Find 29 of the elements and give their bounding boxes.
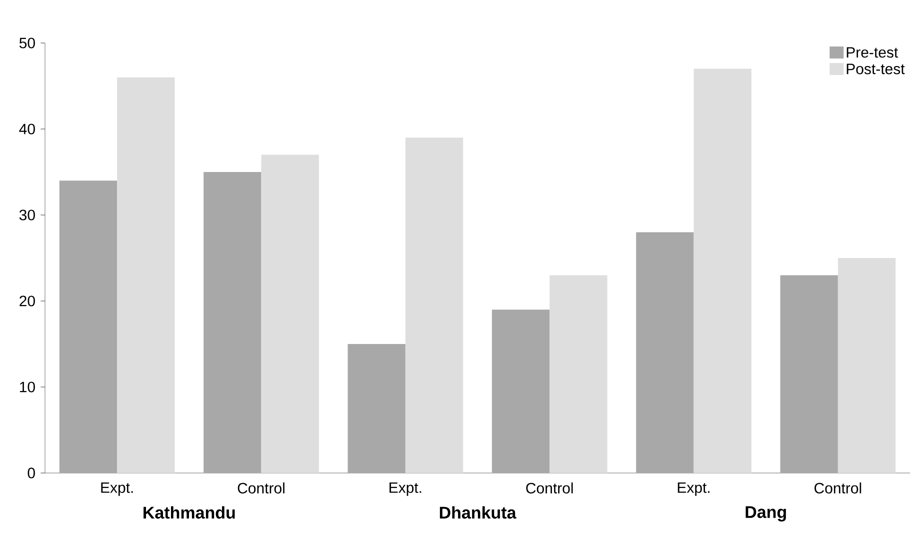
y-tick-label: 30 — [19, 210, 35, 220]
bar — [348, 344, 406, 473]
y-tick-label: 10 — [20, 382, 35, 392]
x-tick-label: Control — [814, 482, 862, 494]
bar — [780, 275, 838, 473]
bar — [261, 154, 319, 473]
legend-label: Post-test — [846, 64, 905, 74]
text: Kathmandu — [144, 506, 235, 519]
bar — [838, 258, 896, 473]
x-tick-label: Control — [238, 482, 284, 494]
bar — [492, 310, 550, 473]
bar — [204, 172, 262, 473]
x-tick-label: Control — [526, 482, 573, 494]
bar — [694, 68, 752, 473]
x-tick-label: Expt. — [390, 482, 422, 496]
y-tick-label: 0 — [28, 468, 35, 478]
y-tick-label: 20 — [20, 296, 35, 306]
bar — [550, 275, 608, 473]
bar — [636, 232, 694, 473]
text: Dang — [746, 506, 786, 522]
legend-label: Pre-test — [846, 47, 898, 58]
y-tick-label: 40 — [19, 124, 35, 134]
bar — [405, 138, 464, 473]
x-tick-label: Expt. — [101, 482, 133, 496]
bar — [59, 180, 118, 473]
y-tick-label: 50 — [19, 38, 35, 48]
bar — [117, 77, 175, 473]
text: Dhankuta — [440, 506, 516, 519]
x-tick-label: Expt. — [678, 482, 710, 496]
